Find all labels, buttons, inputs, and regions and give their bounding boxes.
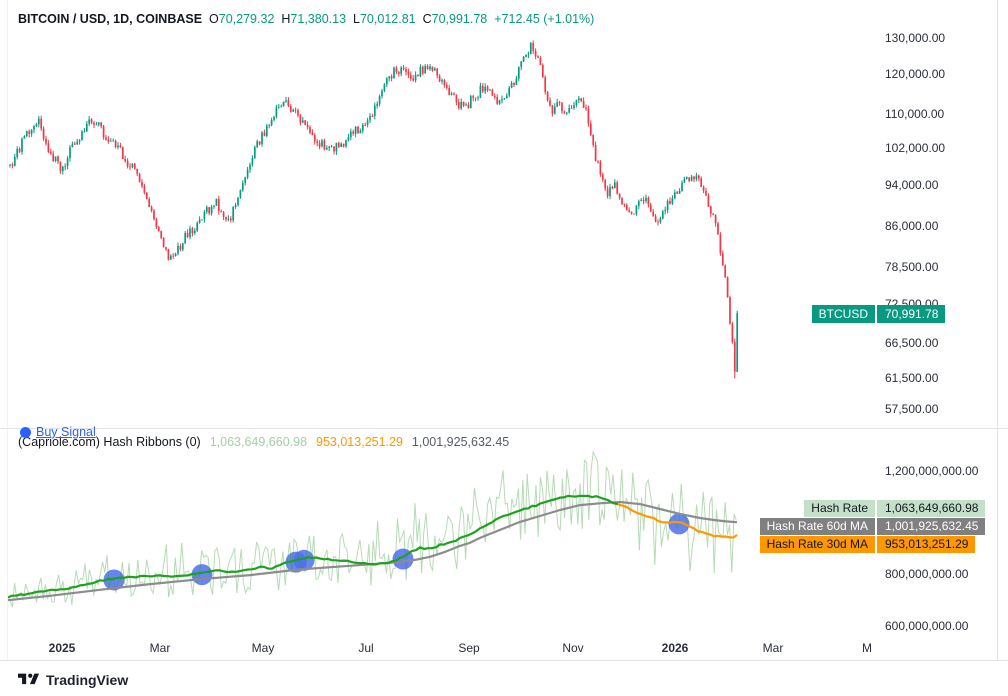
axis-badge-value: 1,001,925,632.45 [877, 518, 986, 535]
left-plot-border [7, 0, 8, 660]
indicator-value-30d-ma: 953,013,251.29 [316, 435, 403, 449]
price-axis-tick: 130,000.00 [885, 31, 946, 45]
brand-text: TradingView [46, 671, 129, 688]
time-axis-label: Mar [149, 641, 171, 655]
tradingview-brand-link[interactable]: TradingView [18, 671, 128, 688]
price-axis-tick: 57,500.00 [885, 402, 939, 416]
time-axis-label: Jul [358, 641, 374, 655]
axis-badge-label: BTCUSD [811, 305, 875, 323]
axis-badge-label: Hash Rate 60d MA [759, 518, 875, 535]
indicator-axis-tick: 600,000,000.00 [885, 619, 969, 633]
time-axis-label: May [251, 641, 275, 655]
time-axis-label: M [862, 641, 872, 655]
indicator-axis-tick: 800,000,000.00 [885, 567, 969, 581]
indicator-value-hash-rate: 1,063,649,660.98 [209, 435, 308, 449]
axis-badge-value: 70,991.78 [877, 305, 946, 323]
price-axis-tick: 86,000.00 [885, 219, 939, 233]
indicator-axis-tick: 1,200,000,000.00 [885, 464, 979, 478]
price-change: +712.45 (+1.01%) [494, 12, 595, 26]
time-axis-label: 2025 [48, 641, 76, 655]
ohlc-close: C70,991.78 [422, 12, 488, 26]
price-axis-tick: 102,000.00 [885, 141, 946, 155]
indicator-status-line[interactable]: (Capriole.com) Hash Ribbons (0) 1,063,64… [18, 435, 509, 449]
price-axis-tick: 66,500.00 [885, 336, 939, 350]
ohlc-high: H71,380.13 [281, 12, 347, 26]
tradingview-logo-icon [18, 673, 39, 685]
ohlc-open: O70,279.32 [209, 12, 275, 26]
axis-badge-value: 953,013,251.29 [877, 536, 976, 553]
price-axis-tick: 78,500.00 [885, 260, 939, 274]
buy-signal-legend[interactable]: Buy Signal [20, 425, 96, 439]
price-axis-tick: 61,500.00 [885, 371, 939, 385]
price-axis-tick: 110,000.00 [885, 107, 945, 121]
time-axis-label: Sep [458, 641, 480, 655]
buy-signal-dot-icon [20, 426, 31, 438]
axis-badge-label: Hash Rate 30d MA [759, 536, 875, 553]
buy-signal-label: Buy Signal [36, 425, 96, 439]
indicator-title[interactable]: (Capriole.com) Hash Ribbons (0) [18, 435, 201, 449]
indicator-value-60d-ma: 1,001,925,632.45 [411, 435, 510, 449]
axis-badge-label: Hash Rate [804, 500, 875, 517]
symbol-status-line[interactable]: BITCOIN / USD, 1D, COINBASE O70,279.32 H… [18, 12, 594, 26]
pane-divider[interactable] [0, 428, 1008, 429]
time-axis-label: Nov [562, 641, 584, 655]
axis-badge-value: 1,063,649,660.98 [877, 500, 986, 517]
price-axis-tick: 120,000.00 [885, 67, 946, 81]
price-axis-tick: 94,000.00 [885, 178, 939, 192]
time-axis-label: 2026 [661, 641, 689, 655]
ohlc-low: L70,012.81 [353, 12, 416, 26]
price-axis-border [997, 0, 998, 660]
symbol-title[interactable]: BITCOIN / USD, 1D, COINBASE [18, 12, 203, 26]
time-axis-border [0, 660, 1008, 661]
time-axis-label: Mar [762, 641, 784, 655]
